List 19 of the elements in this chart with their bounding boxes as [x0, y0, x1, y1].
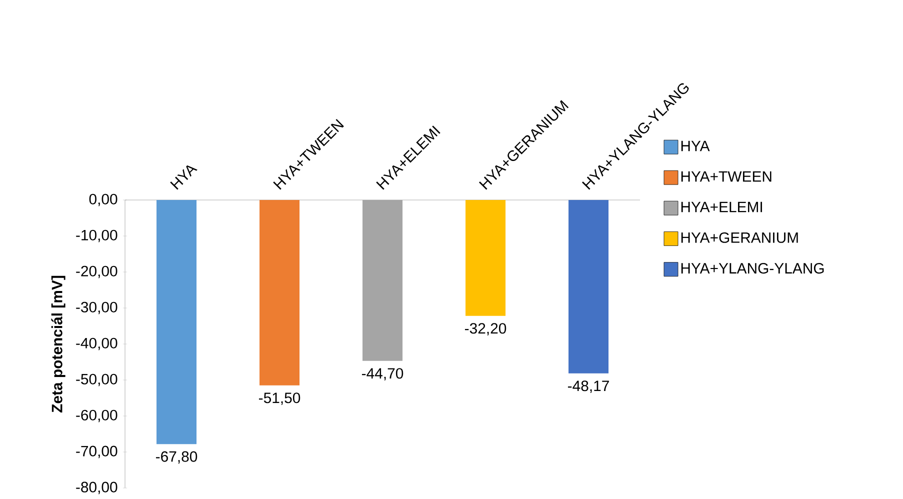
data-label: -48,17 [568, 380, 609, 393]
y-tick-label: -20,00 [76, 266, 118, 278]
y-tick-label: -70,00 [76, 446, 118, 458]
data-label: -32,20 [464, 323, 506, 336]
y-tick-label: 0,00 [89, 194, 118, 206]
legend-label: HYA+YLANG-YLANG [681, 262, 824, 274]
legend-label: HYA+GERANIUM [681, 232, 798, 243]
y-tick-label: -60,00 [76, 410, 118, 422]
y-tick-label: -80,00 [76, 482, 118, 494]
data-label: -44,70 [362, 368, 404, 380]
y-tick-label: -50,00 [76, 374, 118, 386]
y-tick-label: -10,00 [76, 230, 118, 242]
y-axis-title: Zeta potenciál [mV] [51, 276, 66, 412]
data-label: -67,80 [156, 451, 198, 464]
y-tick-label: -30,00 [76, 302, 118, 314]
x-tick-label: HYA [170, 165, 198, 190]
y-tick-label: -40,00 [76, 338, 118, 350]
data-label: -51,50 [258, 392, 300, 405]
legend-label: HYA+ELEMI [681, 202, 762, 212]
